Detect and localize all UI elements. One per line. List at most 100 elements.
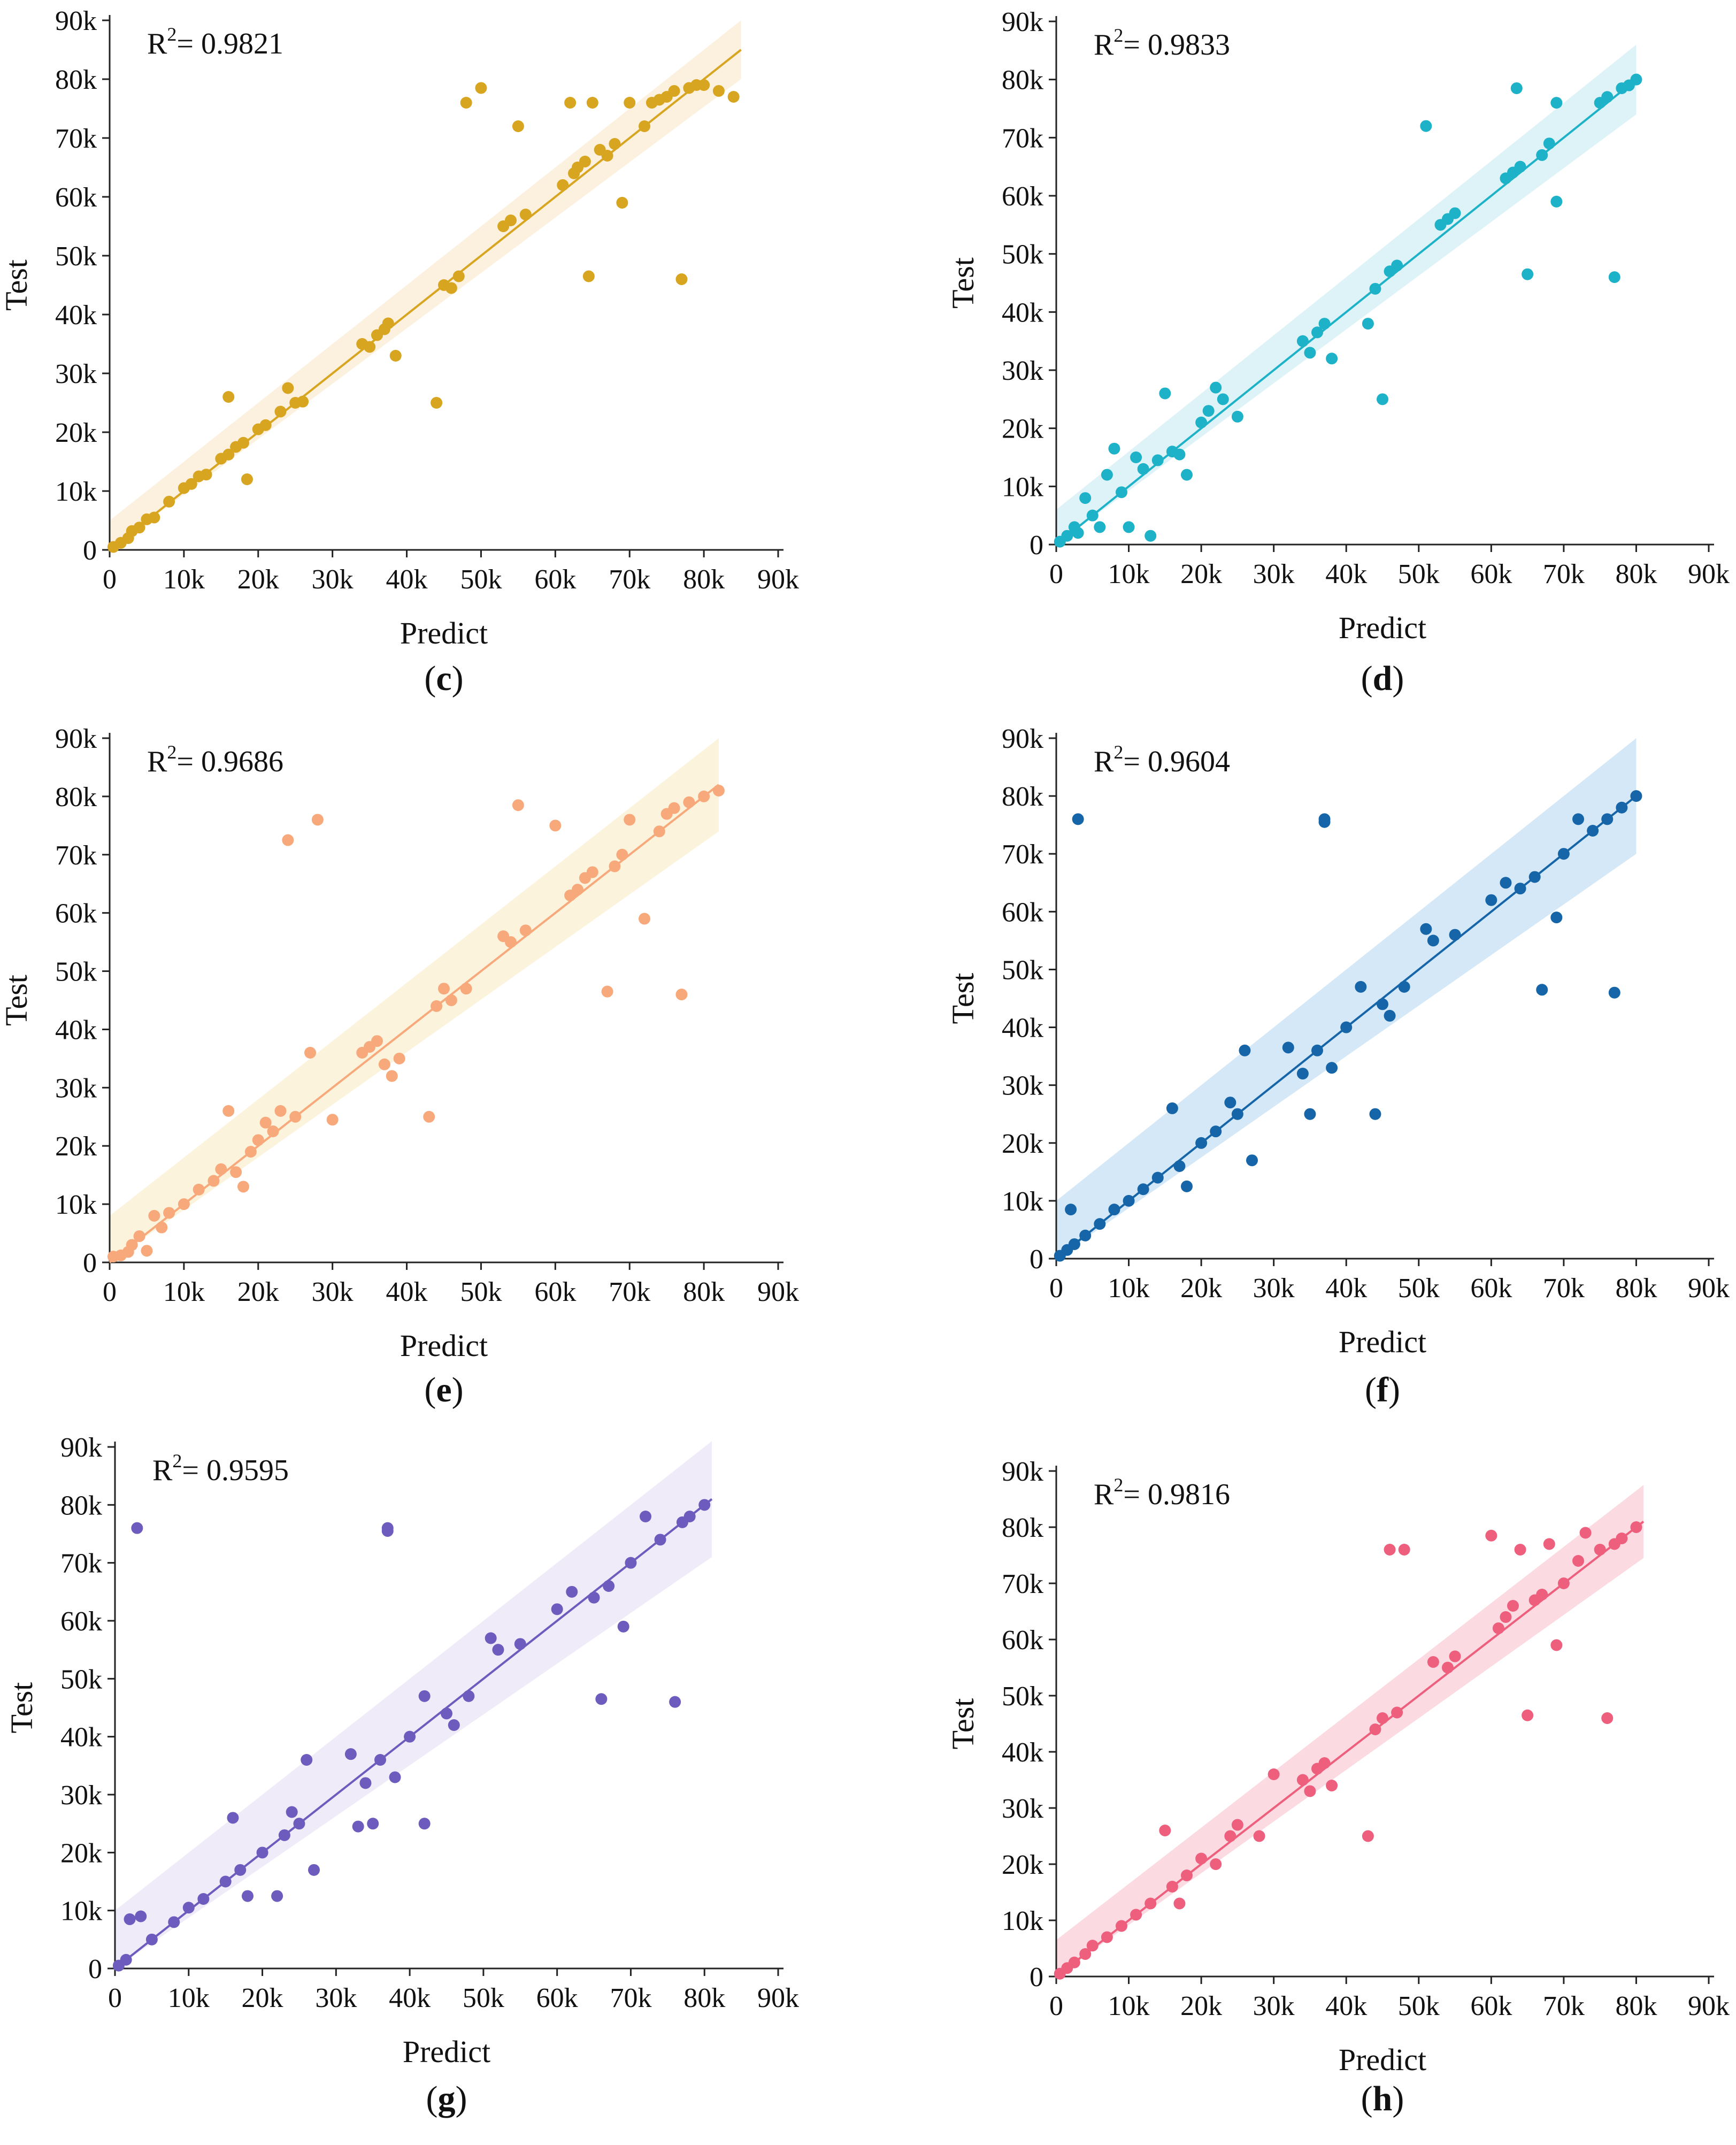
data-point [1543,1538,1555,1550]
data-point [1510,82,1523,94]
data-point [237,1181,249,1193]
data-point [1514,160,1526,173]
data-point [1449,1650,1461,1663]
data-point [616,848,628,861]
y-tick-label: 70k [1002,839,1043,870]
x-tick-label: 90k [1688,559,1730,589]
x-tick-label: 10k [1108,559,1150,589]
y-tick-label: 60k [60,1606,102,1637]
data-point [639,120,650,132]
data-point [445,994,457,1006]
r2-value: = 0.9604 [1123,745,1230,778]
x-tick-label: 0 [108,1983,122,2013]
data-point [301,1754,313,1766]
caption-close-paren: ) [452,659,464,698]
data-point [1068,1956,1080,1968]
data-point [557,179,569,191]
r2-value: = 0.9595 [182,1454,289,1487]
data-point [1522,1709,1534,1721]
y-tick-label: 30k [55,359,97,389]
data-point [445,282,457,294]
data-point [1326,1780,1338,1791]
y-tick-label: 0 [1030,1244,1043,1275]
data-point [381,1522,394,1534]
panel-caption: (e) [424,1370,463,1409]
data-point [1166,1102,1178,1114]
data-point [230,1166,242,1178]
data-point [267,1125,279,1137]
data-point [1173,448,1186,461]
data-point [1616,1533,1628,1544]
x-tick-label: 70k [1543,1273,1585,1304]
y-tick-label: 40k [60,1722,102,1753]
y-tick-label: 50k [1002,240,1043,270]
confidence-band [1056,738,1637,1259]
data-point [1079,1229,1092,1242]
x-axis-label: Predict [400,616,488,650]
data-point [1101,1931,1113,1943]
r2-annotation: R2= 0.9595 [152,1450,289,1487]
data-point [227,1812,239,1824]
data-point [1144,530,1157,542]
data-point [1601,91,1614,103]
x-tick-label: 60k [1470,559,1512,589]
data-point [1079,1948,1092,1960]
data-point [1557,848,1570,860]
data-point [308,1864,320,1876]
data-point [1202,405,1215,417]
data-point [1296,1068,1309,1080]
data-point [1195,1852,1208,1865]
data-point [727,91,740,103]
caption-close-paren: ) [1388,1370,1400,1409]
y-axis-label: Test [0,975,34,1026]
y-axis-label: Test [946,257,980,309]
data-point [297,395,309,408]
r2-symbol: R [147,27,167,60]
data-point [512,799,524,811]
r2-superscript: 2 [172,1450,182,1472]
y-tick-label: 60k [55,899,97,929]
x-tick-label: 90k [757,1277,799,1307]
data-point [185,478,197,490]
x-tick-label: 30k [1253,559,1295,589]
y-tick-label: 70k [1002,123,1043,154]
panel-letter: h [1373,2079,1393,2118]
data-point [182,1902,195,1914]
x-tick-label: 40k [386,1277,428,1307]
data-point [1311,326,1323,339]
data-point [549,819,562,832]
data-point [1536,149,1548,161]
data-point [293,1818,305,1830]
data-point [1130,1909,1142,1921]
x-tick-label: 40k [1325,1273,1367,1304]
data-point [1420,923,1432,935]
y-tick-label: 60k [1002,897,1043,928]
data-point [1065,1204,1077,1216]
y-tick-label: 60k [1002,1625,1043,1656]
y-tick-label: 20k [1002,1850,1043,1880]
data-point [1326,353,1338,365]
data-point [572,884,583,896]
x-tick-label: 70k [609,1277,650,1307]
regression-line [1055,1520,1645,1978]
data-point [1601,813,1614,825]
data-point [566,1585,578,1598]
data-point [252,1134,264,1146]
data-point [1296,1774,1309,1786]
data-point [1587,824,1599,837]
data-point [1210,1125,1222,1138]
x-tick-label: 50k [1398,1273,1440,1304]
data-point [126,1239,138,1251]
y-tick-label: 30k [1002,1071,1043,1101]
caption-close-paren: ) [452,1370,464,1409]
scatter-panel-d: 00 10k 10k 20k 20k 30k 30k 40k 40k 50k 50k 60k 60k 70… [946,7,1730,698]
y-tick-label: 90k [1002,724,1043,754]
y-tick-label: 50k [1002,1681,1043,1712]
r2-superscript: 2 [167,24,176,45]
data-point [163,495,175,508]
y-tick-label: 80k [60,1490,102,1521]
r2-superscript: 2 [167,741,176,763]
caption-close-paren: ) [1392,2079,1404,2118]
data-point [120,1954,132,1966]
data-point [389,350,402,362]
